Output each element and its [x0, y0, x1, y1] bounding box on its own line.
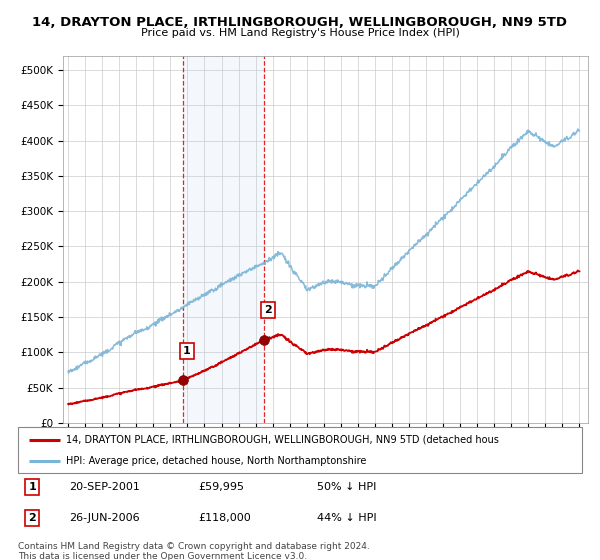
Text: 2: 2 [28, 514, 36, 523]
Text: 2: 2 [264, 305, 272, 315]
Text: £118,000: £118,000 [199, 514, 251, 523]
Text: 14, DRAYTON PLACE, IRTHLINGBOROUGH, WELLINGBOROUGH, NN9 5TD: 14, DRAYTON PLACE, IRTHLINGBOROUGH, WELL… [32, 16, 568, 29]
Text: 44% ↓ HPI: 44% ↓ HPI [317, 514, 377, 523]
Bar [182, 56, 264, 423]
Text: Contains HM Land Registry data © Crown copyright and database right 2024.
This d: Contains HM Land Registry data © Crown c… [18, 542, 370, 560]
FancyBboxPatch shape [18, 427, 582, 473]
Text: 26-JUN-2006: 26-JUN-2006 [69, 514, 139, 523]
Text: HPI: Average price, detached house, North Northamptonshire: HPI: Average price, detached house, Nort… [66, 456, 367, 466]
Text: 1: 1 [183, 346, 191, 356]
Text: 20-SEP-2001: 20-SEP-2001 [69, 482, 140, 492]
Text: Price paid vs. HM Land Registry's House Price Index (HPI): Price paid vs. HM Land Registry's House … [140, 28, 460, 38]
Text: £59,995: £59,995 [199, 482, 244, 492]
Text: 50% ↓ HPI: 50% ↓ HPI [317, 482, 376, 492]
Text: 14, DRAYTON PLACE, IRTHLINGBOROUGH, WELLINGBOROUGH, NN9 5TD (detached hous: 14, DRAYTON PLACE, IRTHLINGBOROUGH, WELL… [66, 435, 499, 445]
Text: 1: 1 [28, 482, 36, 492]
